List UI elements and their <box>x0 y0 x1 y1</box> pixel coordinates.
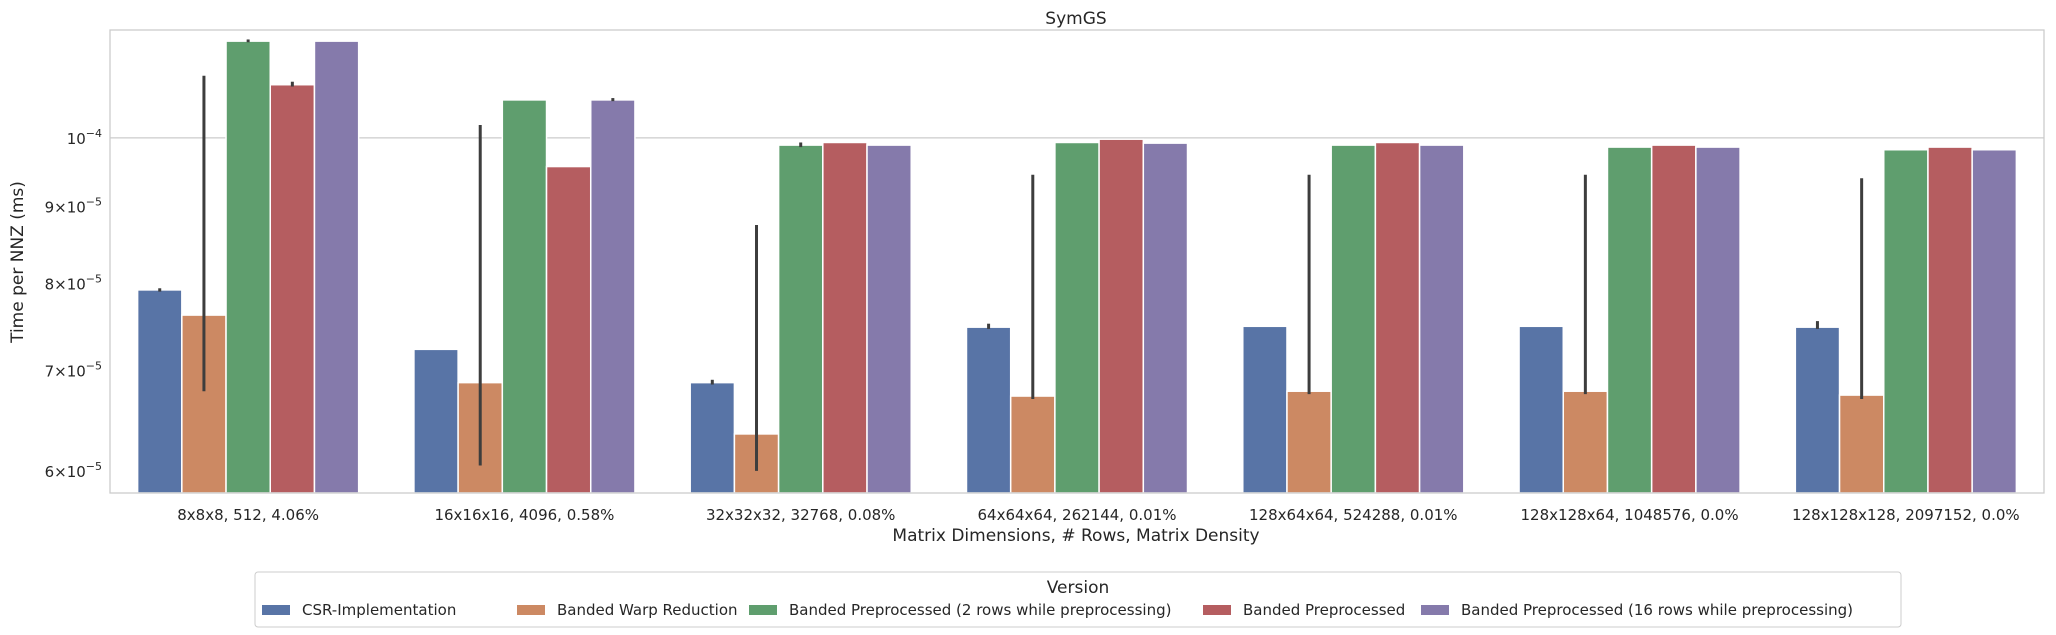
y-tick-label: 6×10−5 <box>45 460 102 481</box>
bar <box>225 40 271 494</box>
bar <box>1562 390 1609 494</box>
bar <box>965 326 1012 494</box>
legend-swatch <box>749 605 777 615</box>
bar <box>1418 144 1465 494</box>
bar <box>1374 141 1421 494</box>
legend-swatch <box>1203 605 1231 615</box>
legend-entries: CSR-Implementation Banded Warp Reduction B… <box>262 601 1853 619</box>
bar <box>501 99 548 494</box>
bar <box>1054 141 1100 494</box>
bar <box>689 381 736 494</box>
legend-swatch <box>517 605 545 615</box>
y-tick-label: 8×10−5 <box>45 272 102 293</box>
x-tick-label: 128x128x128, 2097152, 0.0% <box>1792 506 2020 524</box>
bar <box>1009 395 1056 494</box>
bar <box>1242 325 1288 494</box>
x-tick-label: 8x8x8, 512, 4.06% <box>177 506 319 524</box>
bar <box>866 144 912 494</box>
bar <box>1883 148 1929 494</box>
x-axis-label: Matrix Dimensions, # Rows, Matrix Densit… <box>892 526 1259 546</box>
legend-swatch <box>1421 605 1449 615</box>
legend-label: CSR-Implementation <box>302 601 456 619</box>
x-tick-label: 64x64x64, 262144, 0.01% <box>978 506 1177 524</box>
x-tick-label: 32x32x32, 32768, 0.08% <box>706 506 895 524</box>
x-axis-ticks: 8x8x8, 512, 4.06% 16x16x16, 4096, 0.58% 32… <box>177 506 2019 524</box>
y-tick-label: 9×10−5 <box>45 196 102 217</box>
plot-frame <box>109 29 2045 494</box>
bar <box>413 348 459 494</box>
legend-label: Banded Warp Reduction <box>557 601 738 619</box>
legend-box <box>254 571 1902 628</box>
bar <box>589 99 636 494</box>
bar <box>822 141 868 494</box>
bar <box>1838 394 1885 494</box>
bar <box>313 40 360 494</box>
x-tick-label: 16x16x16, 4096, 0.58% <box>434 506 614 524</box>
x-tick-label: 128x64x64, 524288, 0.01% <box>1249 506 1458 524</box>
y-axis-ticks: 6×10−5 7×10−5 8×10−5 9×10−5 10−4 <box>45 127 102 481</box>
legend-label: Banded Preprocessed (2 rows while prepro… <box>789 601 1171 619</box>
bar <box>1971 148 2018 494</box>
legend-title: Version <box>1047 578 1110 598</box>
legend-label: Banded Preprocessed <box>1243 601 1405 619</box>
bar <box>777 144 824 494</box>
bar <box>1098 138 1145 494</box>
bar <box>1330 144 1377 494</box>
bar <box>1142 142 1189 494</box>
chart-title: SymGS <box>1045 9 1106 29</box>
legend-swatch <box>262 605 290 615</box>
bar <box>1606 146 1653 494</box>
bar <box>1927 146 1973 494</box>
legend-label: Banded Preprocessed (16 rows while prepr… <box>1461 601 1853 619</box>
y-axis-label: Time per NNZ (ms) <box>8 181 28 344</box>
bar <box>1286 390 1332 494</box>
x-tick-label: 128x128x64, 1048576, 0.0% <box>1521 506 1739 524</box>
bar <box>136 289 183 494</box>
y-tick-label: 7×10−5 <box>45 359 102 380</box>
bar <box>1695 146 1741 494</box>
bar <box>1650 144 1697 494</box>
bar <box>1518 325 1565 494</box>
error-bars <box>158 39 1864 471</box>
bar <box>1794 326 1841 494</box>
legend: Version CSR-Implementation Banded Warp Re… <box>254 571 1902 628</box>
bar <box>545 165 592 494</box>
bars <box>136 40 2018 494</box>
bar <box>269 83 316 494</box>
y-tick-label: 10−4 <box>67 127 102 148</box>
